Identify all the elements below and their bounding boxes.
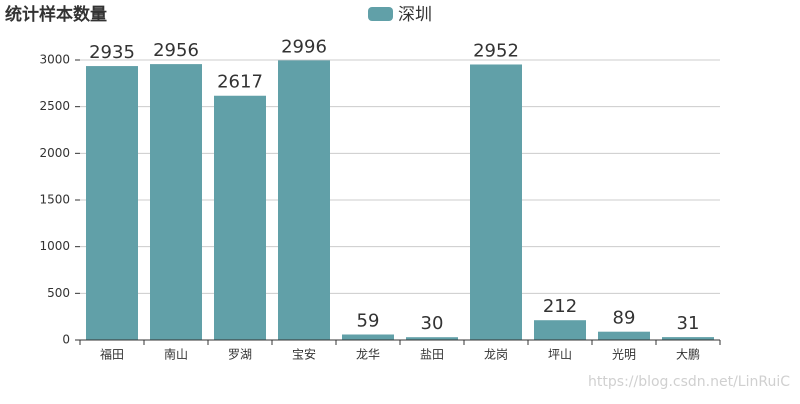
bar [214,95,266,340]
y-tick-label: 0 [62,333,70,347]
watermark: https://blog.csdn.net/LinRuiC [588,374,790,390]
y-tick-label: 2000 [39,146,70,160]
x-tick-label: 福田 [100,347,124,362]
bar [150,64,202,341]
data-label: 2935 [89,42,135,63]
x-tick-label: 宝安 [292,347,316,362]
data-label: 31 [677,313,700,334]
y-tick-label: 500 [47,286,70,300]
chart-title: 统计样本数量 [5,4,107,25]
y-tick-label: 2500 [39,99,70,113]
x-tick-label: 大鹏 [676,348,700,362]
data-label: 2956 [153,40,199,61]
bar [342,334,394,340]
data-label: 30 [421,313,444,334]
x-tick-label: 南山 [164,347,188,362]
y-tick-label: 1000 [39,239,70,253]
bar [406,337,458,340]
x-tick-label: 坪山 [548,348,572,362]
bar [662,337,714,340]
data-label: 2617 [217,72,263,93]
bar [86,66,138,341]
bar [534,320,586,340]
data-label: 2952 [473,40,519,61]
legend-swatch [368,7,393,21]
x-tick-label: 光明 [612,348,636,362]
x-tick-label: 龙岗 [484,348,508,362]
x-tick-label: 罗湖 [228,347,252,362]
data-label: 212 [543,296,577,317]
x-tick-label: 龙华 [356,348,380,362]
bar [278,60,330,341]
data-label: 89 [613,308,636,329]
y-tick-label: 3000 [39,53,70,67]
legend-label: 深圳 [398,5,432,25]
data-label: 2996 [281,36,327,57]
bar [470,64,522,340]
y-tick-label: 1500 [39,193,70,207]
x-tick-label: 盐田 [420,348,444,362]
bar [598,331,650,340]
data-label: 59 [357,310,380,331]
